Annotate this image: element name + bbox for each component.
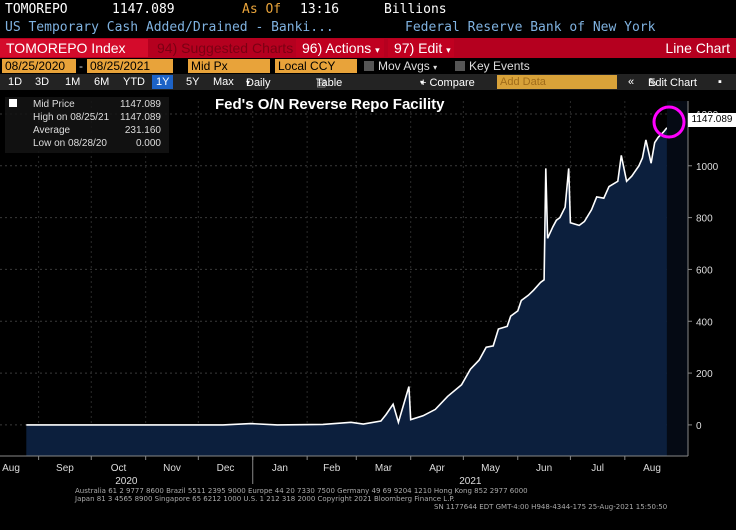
chart-title: Fed's O/N Reverse Repo Facility: [215, 96, 445, 113]
frequency-label: Daily: [246, 77, 271, 89]
x-tick-label: Mar: [375, 463, 393, 474]
data-source: Federal Reserve Bank of New York: [405, 20, 656, 35]
chevron-down-icon: ▾: [375, 45, 380, 55]
add-data-input[interactable]: Add Data: [497, 75, 617, 89]
table-icon: ▤: [316, 77, 327, 89]
range-1d[interactable]: 1D: [8, 76, 23, 88]
chevron-down-icon: ▾: [246, 78, 251, 87]
x-tick-label: Aug: [643, 463, 661, 474]
chart-type-label: Line Chart: [665, 40, 730, 56]
edit-menu[interactable]: 97) Edit ▾: [388, 39, 454, 57]
range-1m[interactable]: 1M: [65, 76, 81, 88]
end-date-field[interactable]: 08/25/2021: [87, 59, 173, 73]
last-value: 1147.089: [112, 2, 175, 17]
date-row: 08/25/2020 - 08/25/2021 Mid Px Local CCY…: [0, 58, 736, 74]
range-6m[interactable]: 6M: [94, 76, 110, 88]
legend-high-value: 1147.089: [120, 112, 161, 123]
actions-menu[interactable]: 96) Actions ▾: [296, 39, 384, 57]
mov-avgs-label: Mov Avgs: [378, 59, 430, 73]
y-tick-label: 400: [696, 317, 713, 328]
edit-chart-label: Edit Chart: [648, 77, 697, 89]
legend-low-label: Low on 08/28/20: [33, 138, 107, 149]
legend-box: Mid Price 1147.089 High on 08/25/21 1147…: [5, 97, 169, 153]
description-bar: US Temporary Cash Added/Drained - Banki.…: [0, 19, 736, 38]
y-tick-label: 0: [696, 421, 702, 432]
table-label: Table: [316, 77, 343, 89]
pencil-icon: ✎: [648, 77, 658, 89]
mov-avgs-toggle[interactable]: Mov Avgs ▾: [364, 59, 437, 73]
legend-avg-value: 231.160: [124, 125, 161, 136]
y-axis-ticks: 020040060080010001200: [688, 110, 719, 432]
as-of-label: As Of: [242, 2, 282, 17]
legend-high-label: High on 08/25/21: [33, 112, 110, 123]
ticker-symbol: TOMOREPO: [5, 2, 68, 17]
series-line: [26, 127, 668, 426]
chevron-down-icon: ▾: [433, 63, 438, 72]
range-3d[interactable]: 3D: [35, 76, 50, 88]
key-events-toggle[interactable]: Key Events: [455, 59, 530, 73]
as-of-time: 13:16: [300, 2, 340, 17]
x-tick-label: Sep: [56, 463, 74, 474]
legend-avg-label: Average: [33, 125, 71, 136]
actions-label: 96) Actions: [302, 40, 372, 56]
suggested-charts-button[interactable]: 94) Suggested Charts: [157, 40, 294, 56]
footer-line-1: Australia 61 2 9777 8600 Brazil 5511 239…: [75, 487, 528, 495]
projection-strip: [667, 101, 688, 456]
footer-line-2: Japan 81 3 4565 8900 Singapore 65 6212 1…: [75, 495, 455, 503]
x-tick-label: May: [481, 463, 500, 474]
compare-label: + Compare: [420, 77, 475, 89]
range-5y[interactable]: 5Y: [186, 76, 200, 88]
checkbox-icon: [364, 61, 374, 71]
y-tick-label: 200: [696, 369, 713, 380]
legend-swatch: [9, 99, 17, 110]
y-tick-label: 800: [696, 214, 713, 225]
currency-select[interactable]: Local CCY: [275, 59, 357, 73]
header-bar: TOMOREPO 1147.089 As Of 13:16 Billions: [0, 0, 736, 19]
x-tick-label: Oct: [111, 463, 127, 474]
chevron-down-icon: ▾: [446, 45, 451, 55]
highlight-circle: [652, 105, 686, 139]
ticker-input[interactable]: TOMOREPO Index: [0, 39, 148, 57]
key-events-label: Key Events: [469, 59, 530, 73]
x-tick-label: Dec: [217, 463, 235, 474]
x-tick-label: Feb: [323, 463, 341, 474]
range-row: 1D 3D 1M 6M YTD 1Y 5Y Max Daily ▾ ▤ Tabl…: [0, 74, 736, 90]
legend-mid-value: 1147.089: [120, 99, 161, 110]
x-tick-label: Jun: [536, 463, 552, 474]
legend-low-value: 0.000: [135, 138, 161, 149]
start-date-field[interactable]: 08/25/2020: [2, 59, 76, 73]
y-tick-label: 1000: [696, 162, 719, 173]
security-description: US Temporary Cash Added/Drained - Banki.…: [5, 20, 334, 35]
x-tick-label: Jan: [272, 463, 288, 474]
x-tick-label: Aug: [2, 463, 20, 474]
range-1y[interactable]: 1Y: [152, 75, 174, 89]
checkbox-icon: [455, 61, 465, 71]
x-year-label: 2020: [115, 476, 138, 487]
x-axis-ticks: Aug Sep Oct Nov Dec Jan Feb Mar Apr May Jun Jul Aug 2…: [2, 456, 661, 487]
x-tick-label: Jul: [591, 463, 604, 474]
x-tick-label: Apr: [429, 463, 445, 474]
range-max[interactable]: Max: [213, 76, 234, 88]
footer-line-3: SN 1177644 EDT GMT-4:00 H948-4344-175 25…: [434, 503, 668, 511]
series-area: [26, 127, 667, 456]
price-field-select[interactable]: Mid Px: [188, 59, 270, 73]
chevron-down-icon: ▾: [420, 78, 425, 87]
function-toolbar: TOMOREPO Index 94) Suggested Charts 96) …: [0, 38, 736, 58]
collapse-icon[interactable]: «: [628, 76, 635, 88]
x-year-label: 2021: [459, 476, 482, 487]
date-separator: -: [79, 59, 83, 73]
range-ytd[interactable]: YTD: [123, 76, 145, 88]
units-label: Billions: [384, 2, 447, 17]
y-tick-label: 600: [696, 265, 713, 276]
edit-label: 97) Edit: [394, 40, 443, 56]
chart-settings-icon[interactable]: ▪: [718, 76, 722, 88]
legend-mid-label: Mid Price: [33, 99, 75, 110]
chart-area[interactable]: 020040060080010001200 AugSepOctNovDecJan…: [0, 90, 736, 530]
x-tick-label: Nov: [163, 463, 181, 474]
last-value-label: 1147.089: [688, 113, 736, 127]
